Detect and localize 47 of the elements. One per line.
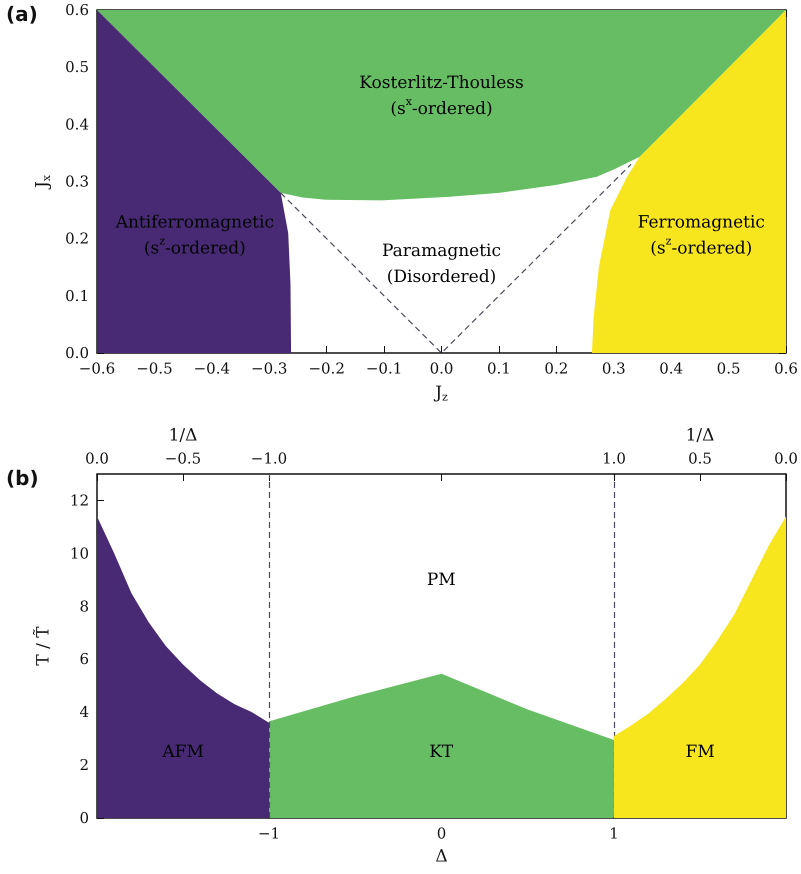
x-tick-label: 1 — [609, 824, 620, 842]
x-axis-title: 1/Δ — [168, 426, 198, 446]
y-tick-label: 4 — [79, 703, 89, 722]
annotation: PM — [427, 570, 456, 590]
y-tick-label: 0.2 — [65, 230, 89, 248]
y-tick-label: 0.3 — [65, 172, 89, 190]
text: (a) — [6, 2, 38, 26]
text: (b) — [6, 466, 39, 490]
y-tick-label: 0.6 — [65, 1, 89, 19]
x-tick-label: 0 — [436, 824, 447, 842]
y-tick-label: 0 — [79, 809, 89, 827]
x-axis-title: Δ — [436, 846, 448, 866]
x-tick-label: −0.1 — [366, 360, 402, 378]
y-tick-label: 8 — [79, 597, 89, 616]
x-tick-label: −0.3 — [251, 360, 288, 378]
y-axis-title: Jx — [32, 174, 53, 190]
x-tick-label: −1 — [258, 824, 280, 842]
x-axis-title: 1/Δ — [685, 426, 714, 446]
y-tick-label: 0.4 — [65, 115, 89, 134]
y-tick-label: 6 — [79, 650, 89, 668]
x-tick-label: 0.2 — [544, 360, 568, 378]
x-tick-label: −0.5 — [164, 450, 202, 468]
x-tick-label: 0.5 — [688, 450, 712, 468]
x-tick-label: 0.6 — [774, 360, 798, 378]
annotation: Paramagnetic (Disordered) — [382, 240, 502, 287]
annotation: FM — [685, 742, 714, 762]
x-tick-label: 0.5 — [716, 360, 741, 378]
x-tick-label: 1.0 — [602, 450, 626, 468]
y-tick-label: 0.5 — [65, 58, 89, 76]
x-tick-label: −1.0 — [250, 450, 288, 468]
annotation: KT — [429, 742, 454, 762]
annotation: AFM — [161, 742, 204, 762]
x-tick-label: −0.6 — [78, 360, 116, 378]
y-tick-label: 12 — [70, 491, 89, 510]
y-axis-title: T / T̃ — [32, 626, 54, 666]
x-tick-label: −0.4 — [194, 360, 230, 378]
y-tick-label: 0.1 — [65, 286, 89, 305]
y-tick-label: 2 — [79, 756, 89, 774]
x-tick-label: 0.4 — [659, 360, 684, 378]
y-tick-label: 10 — [70, 544, 89, 562]
y-tick-label: 0.0 — [65, 344, 89, 362]
x-tick-label: 0.0 — [430, 360, 454, 378]
x-tick-label: −0.2 — [308, 360, 345, 378]
x-tick-label: 0.1 — [486, 360, 511, 378]
x-tick-label: −0.5 — [136, 360, 173, 378]
x-tick-label: 0.3 — [602, 360, 626, 378]
x-tick-label: 0.0 — [774, 450, 798, 468]
